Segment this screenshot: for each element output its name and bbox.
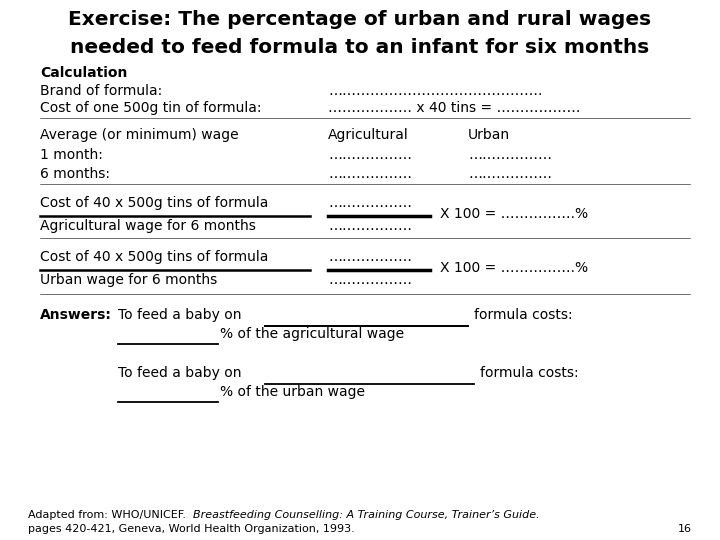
Text: Adapted from: WHO/UNICEF.: Adapted from: WHO/UNICEF. — [28, 510, 189, 520]
Text: 6 months:: 6 months: — [40, 167, 110, 181]
Text: Calculation: Calculation — [40, 66, 127, 80]
Text: To feed a baby on: To feed a baby on — [118, 308, 241, 322]
Text: ………………: ……………… — [328, 167, 412, 181]
Text: ……………… x 40 tins = ………………: ……………… x 40 tins = ……………… — [328, 101, 580, 115]
Text: X 100 = …………….%: X 100 = …………….% — [440, 261, 588, 275]
Text: Average (or minimum) wage: Average (or minimum) wage — [40, 128, 238, 142]
Text: X 100 = …………….%: X 100 = …………….% — [440, 207, 588, 221]
Text: needed to feed formula to an infant for six months: needed to feed formula to an infant for … — [71, 38, 649, 57]
Text: ………………: ……………… — [468, 148, 552, 162]
Text: ………………: ……………… — [328, 148, 412, 162]
Text: Agricultural wage for 6 months: Agricultural wage for 6 months — [40, 219, 256, 233]
Text: To feed a baby on: To feed a baby on — [118, 366, 241, 380]
Text: Answers:: Answers: — [40, 308, 112, 322]
Text: Urban: Urban — [468, 128, 510, 142]
Text: Exercise: The percentage of urban and rural wages: Exercise: The percentage of urban and ru… — [68, 10, 652, 29]
Text: % of the agricultural wage: % of the agricultural wage — [220, 327, 404, 341]
Text: Brand of formula:: Brand of formula: — [40, 84, 162, 98]
Text: Agricultural: Agricultural — [328, 128, 409, 142]
Text: ………………: ……………… — [328, 273, 412, 287]
Text: 16: 16 — [678, 524, 692, 534]
Text: Breastfeeding Counselling: A Training Course, Trainer’s Guide.: Breastfeeding Counselling: A Training Co… — [193, 510, 539, 520]
Text: Cost of 40 x 500g tins of formula: Cost of 40 x 500g tins of formula — [40, 250, 269, 264]
Text: formula costs:: formula costs: — [480, 366, 579, 380]
Text: ……………………………………….: ………………………………………. — [328, 84, 542, 98]
Text: ………………: ……………… — [328, 219, 412, 233]
Text: Cost of one 500g tin of formula:: Cost of one 500g tin of formula: — [40, 101, 261, 115]
Text: 1 month:: 1 month: — [40, 148, 103, 162]
Text: formula costs:: formula costs: — [474, 308, 572, 322]
Text: ………………: ……………… — [468, 167, 552, 181]
Text: % of the urban wage: % of the urban wage — [220, 385, 365, 399]
Text: ………………: ……………… — [328, 196, 412, 210]
Text: ………………: ……………… — [328, 250, 412, 264]
Text: pages 420-421, Geneva, World Health Organization, 1993.: pages 420-421, Geneva, World Health Orga… — [28, 524, 355, 534]
Text: Cost of 40 x 500g tins of formula: Cost of 40 x 500g tins of formula — [40, 196, 269, 210]
Text: Urban wage for 6 months: Urban wage for 6 months — [40, 273, 217, 287]
